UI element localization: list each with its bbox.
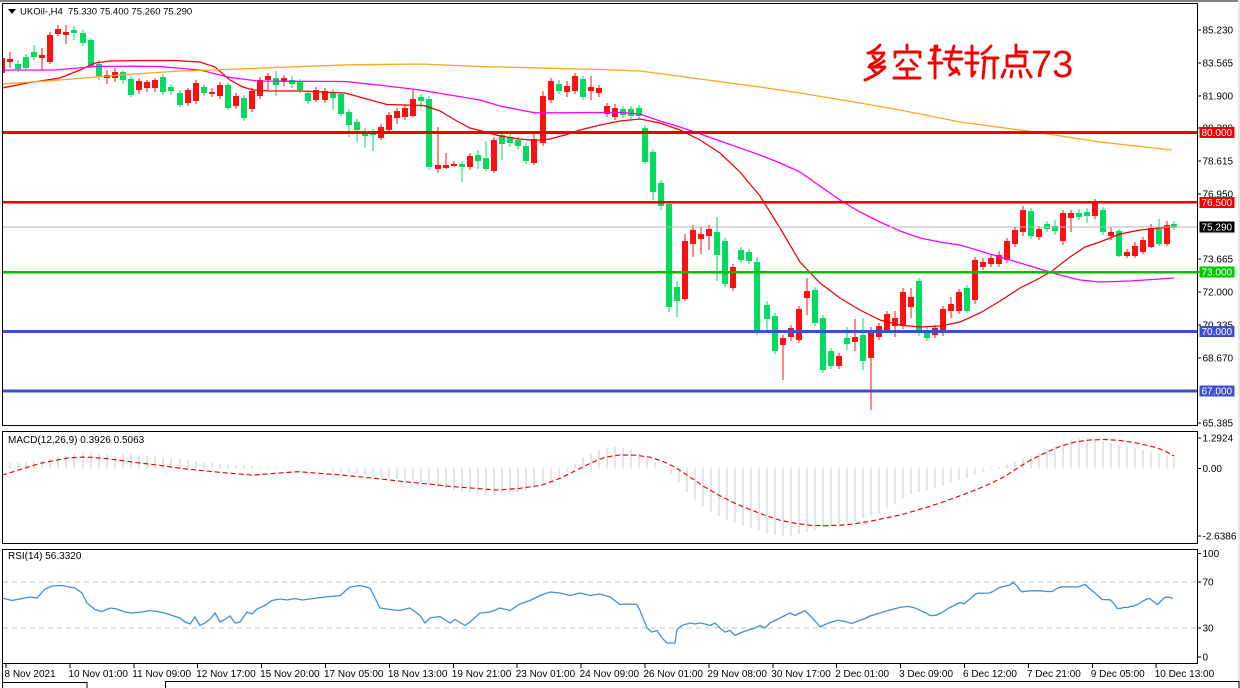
svg-text:2 Dec 01:00: 2 Dec 01:00 [835, 669, 889, 680]
svg-text:70: 70 [1203, 578, 1215, 589]
svg-text:0.00: 0.00 [1203, 464, 1223, 475]
svg-text:73.665: 73.665 [1203, 255, 1234, 266]
svg-text:15 Nov 20:00: 15 Nov 20:00 [260, 669, 320, 680]
svg-text:75.290: 75.290 [1202, 222, 1233, 233]
svg-text:UKOil-,H4 75.330 75.400 75.26: UKOil-,H4 75.330 75.400 75.260 75.290 [20, 7, 192, 18]
svg-text:0: 0 [1203, 653, 1209, 664]
svg-text:72.000: 72.000 [1203, 287, 1234, 298]
svg-text:26 Nov 01:00: 26 Nov 01:00 [644, 669, 704, 680]
svg-text:76.950: 76.950 [1203, 189, 1234, 200]
svg-text:7 Dec 21:00: 7 Dec 21:00 [1027, 669, 1081, 680]
svg-text:9 Dec 05:00: 9 Dec 05:00 [1091, 669, 1145, 680]
svg-text:70.000: 70.000 [1202, 327, 1233, 338]
svg-text:11 Nov 09:00: 11 Nov 09:00 [132, 669, 191, 680]
svg-text:85.230: 85.230 [1203, 26, 1234, 37]
svg-text:30 Nov 17:00: 30 Nov 17:00 [771, 669, 831, 680]
svg-text:MACD(12,26,9) 0.3926 0.5063: MACD(12,26,9) 0.3926 0.5063 [8, 435, 145, 446]
svg-text:1.2924: 1.2924 [1203, 433, 1234, 444]
svg-text:29 Nov 08:00: 29 Nov 08:00 [707, 669, 767, 680]
svg-text:19 Nov 21:00: 19 Nov 21:00 [452, 669, 512, 680]
svg-text:78.615: 78.615 [1203, 156, 1234, 167]
svg-text:RSI(14) 56.3320: RSI(14) 56.3320 [8, 551, 82, 562]
svg-text:23 Nov 01:00: 23 Nov 01:00 [516, 669, 576, 680]
svg-text:81.900: 81.900 [1203, 91, 1234, 102]
svg-text:12 Nov 17:00: 12 Nov 17:00 [196, 669, 256, 680]
svg-text:67.000: 67.000 [1202, 387, 1233, 398]
svg-text:10 Nov 01:00: 10 Nov 01:00 [68, 669, 128, 680]
svg-text:76.500: 76.500 [1202, 198, 1233, 209]
svg-text:18 Nov 13:00: 18 Nov 13:00 [388, 669, 448, 680]
svg-text:10 Dec 13:00: 10 Dec 13:00 [1155, 669, 1215, 680]
svg-text:65.385: 65.385 [1203, 418, 1234, 429]
svg-text:-2.6386: -2.6386 [1203, 531, 1237, 542]
svg-text:68.670: 68.670 [1203, 353, 1234, 364]
svg-text:83.565: 83.565 [1203, 59, 1234, 70]
svg-text:24 Nov 09:00: 24 Nov 09:00 [580, 669, 640, 680]
svg-text:8 Nov 2021: 8 Nov 2021 [5, 669, 57, 680]
svg-text:3 Dec 09:00: 3 Dec 09:00 [899, 669, 953, 680]
svg-text:73: 73 [1031, 44, 1073, 86]
svg-text:73.000: 73.000 [1202, 268, 1233, 279]
svg-text:30: 30 [1203, 624, 1215, 635]
svg-text:6 Dec 12:00: 6 Dec 12:00 [963, 669, 1017, 680]
svg-text:70.335: 70.335 [1203, 320, 1234, 331]
svg-text:100: 100 [1203, 549, 1220, 560]
svg-text:80.000: 80.000 [1202, 128, 1233, 139]
svg-text:17 Nov 05:00: 17 Nov 05:00 [324, 669, 384, 680]
